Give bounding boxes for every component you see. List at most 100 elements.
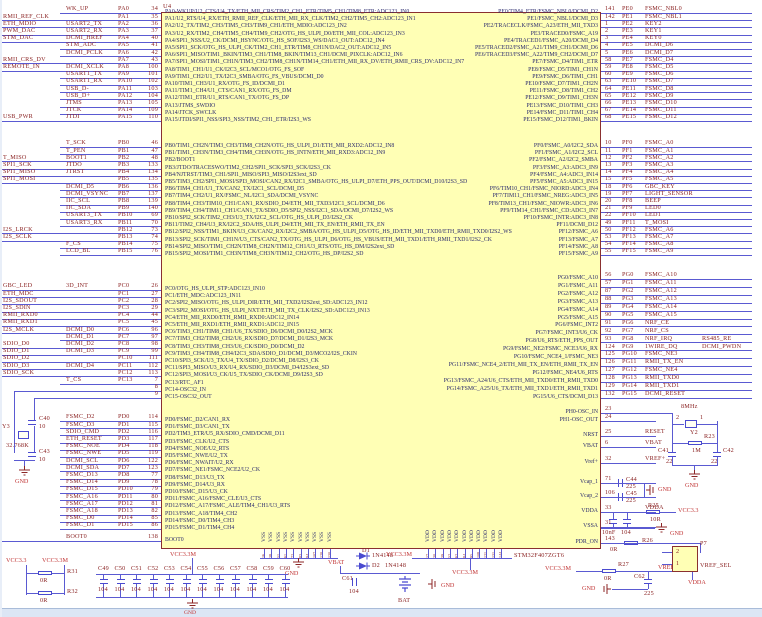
pin-number: 97 [151, 332, 158, 340]
pin-designator: PG4 [622, 303, 634, 310]
pin-wire [2, 333, 161, 335]
resistor-r23[interactable] [688, 441, 702, 445]
capacitor-value: 104 [246, 586, 257, 593]
capacitor-c60[interactable] [281, 579, 290, 584]
resistor-r32[interactable] [38, 591, 52, 595]
wire [34, 398, 62, 399]
pin-wire [2, 304, 161, 306]
gnd-label: GND [658, 486, 672, 493]
value: 10nF [602, 529, 616, 536]
pin-number: 46 [151, 139, 158, 147]
pin-wire [601, 13, 752, 14]
pin-number: 15 [605, 175, 612, 183]
pin-designator: PE15 [622, 113, 637, 121]
wire [601, 528, 655, 529]
capacitor-c59[interactable] [265, 579, 273, 584]
pin-wire [601, 543, 656, 544]
diode-d1[interactable] [356, 552, 370, 560]
wire [672, 424, 684, 425]
net-label: FSMC_A15 [645, 310, 677, 318]
capacitor-c52[interactable] [149, 579, 158, 584]
wire [638, 543, 700, 544]
vcc33m-label: VCC3.3M [452, 569, 478, 576]
mcu-chip-body[interactable] [161, 12, 601, 549]
pin-function: VBAT [582, 443, 598, 449]
signal-label: DCMI_D3 [66, 347, 95, 355]
diode-d2[interactable] [356, 562, 370, 570]
capacitor-c40[interactable] [28, 420, 36, 425]
pin-function: PF11/DCMI_D12 [556, 222, 598, 229]
pin-function: PB2/BOOT1 [165, 157, 196, 164]
pin-designator: PF8 [622, 197, 633, 204]
capacitor-c42[interactable] [713, 452, 721, 457]
net-label: FSMC_A14 [645, 303, 677, 310]
gnd-symbol [187, 599, 198, 609]
wire [218, 584, 220, 597]
ref: R31 [67, 568, 78, 575]
capacitor-c49[interactable] [100, 579, 108, 584]
pin-number: 132 [605, 389, 615, 397]
capacitor-c50[interactable] [116, 579, 125, 584]
pin-number: 42 [151, 48, 158, 56]
capacitor-c62[interactable] [644, 579, 652, 584]
pin-function: PDR_ON [575, 539, 598, 545]
crystal-y3[interactable] [18, 431, 29, 439]
pin-wire [322, 549, 324, 558]
pin-wire [60, 147, 161, 148]
pin-function: VSSA [583, 523, 598, 529]
wire [613, 512, 614, 519]
pin-function: PF1/FSMC_A1/I2C2_SCL [534, 150, 598, 157]
pin-wire [60, 255, 161, 256]
pin-function: PB8/TIM4_CH3/TIM10_CH1/CAN1_RX/SDIO_D4/E… [165, 200, 385, 207]
ref: C44 [626, 476, 637, 483]
pin-designator: PC5 [118, 318, 130, 326]
connector-p7[interactable] [672, 546, 698, 572]
vdd-pin-label: VDD [468, 530, 475, 542]
resistor-r31[interactable] [38, 571, 52, 575]
pin-designator: PD4 [118, 442, 130, 450]
signal-label: IIC_SCL [66, 197, 91, 204]
pin-wire [501, 549, 502, 558]
pin-function: PB12/SPI2_NSS/TIM1_BKIN/U3_CK/CAN2_RX/I2… [165, 229, 512, 236]
pin-number: 5 [605, 48, 609, 56]
net-label: FSMC_D5 [645, 63, 674, 70]
net-label: LIGHT_SENSOR [645, 189, 693, 197]
capacitor-c53[interactable] [166, 579, 174, 584]
pin-number: 3 [605, 34, 609, 42]
pin-number: 19 [605, 189, 612, 197]
pin-function: PH0-OSC_IN [565, 409, 598, 415]
capacitor-c55[interactable] [199, 579, 207, 584]
pin-number: 32 [605, 455, 612, 463]
pin-wire [601, 286, 752, 288]
capacitor-c47[interactable] [623, 519, 631, 524]
pin-number: 88 [605, 295, 612, 303]
signal-label: DCMI_HREF [66, 34, 103, 42]
crystal-y2[interactable] [685, 420, 697, 428]
pin-designator: PD9 [118, 478, 130, 486]
net-label: I2S_SDIN [3, 304, 31, 311]
capacitor-ref: C60 [279, 565, 291, 572]
capacitor-c56[interactable] [215, 579, 224, 584]
pin-wire [601, 49, 752, 50]
capacitor-c57[interactable] [232, 579, 240, 584]
resistor-r27[interactable] [602, 569, 616, 573]
pin-wire [601, 27, 752, 29]
pin-function: PE15/FSMC_D12/TIM1_BKIN [523, 117, 598, 123]
battery-bat[interactable] [396, 576, 414, 596]
capacitor-c46[interactable] [609, 519, 617, 524]
capacitor-c51[interactable] [133, 579, 141, 584]
ref: Y2 [690, 429, 698, 436]
vss-pin-label: VSS [297, 531, 304, 542]
capacitor-c54[interactable] [182, 579, 191, 584]
pin-designator: PA15 [118, 113, 133, 121]
capacitor-c58[interactable] [248, 579, 257, 584]
pin-wire [601, 365, 752, 367]
capacitor-c43[interactable] [28, 452, 36, 457]
capacitor-c61[interactable] [352, 578, 357, 586]
pin-number: 9 [154, 390, 158, 398]
pin-number: 57 [605, 279, 612, 287]
capacitor-c41[interactable] [668, 452, 676, 457]
wire [152, 574, 154, 579]
pin-function: PA12/TIM1_ETR/U1_RTS/CAN1_TX/OTG_FS_DP [165, 95, 290, 102]
pin-number: 68 [605, 113, 612, 121]
